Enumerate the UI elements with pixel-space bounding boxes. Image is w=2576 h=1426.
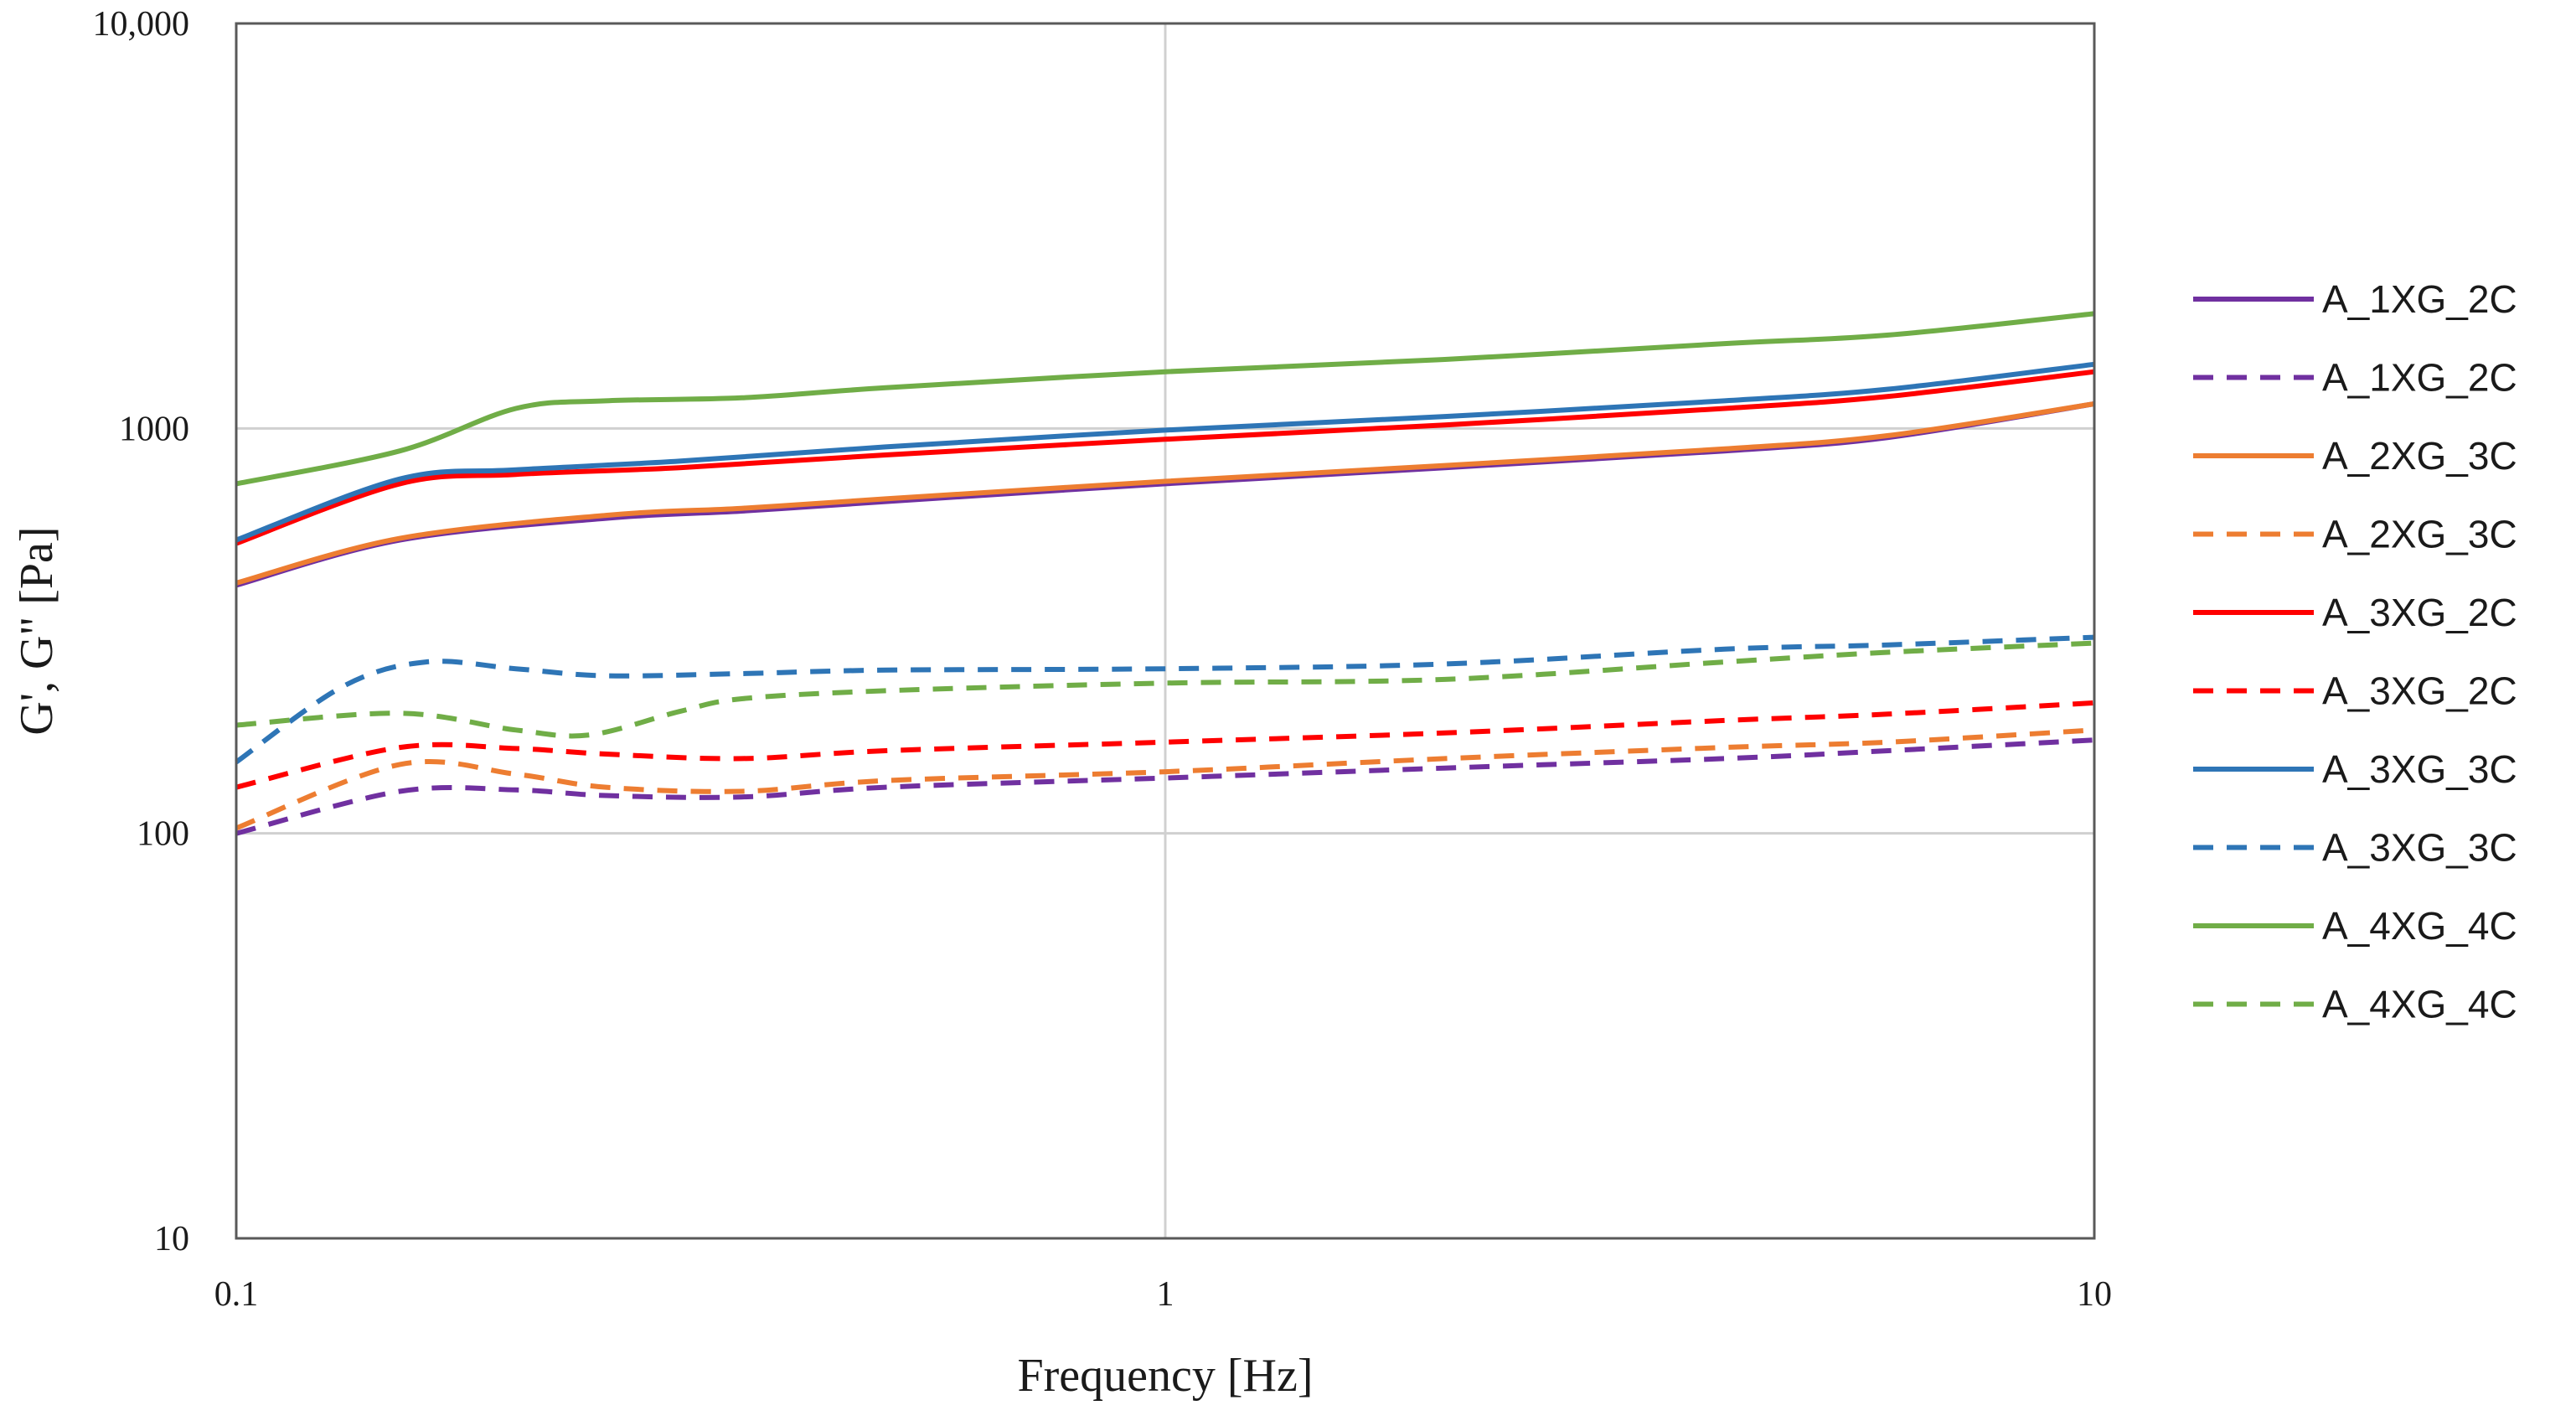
x-tick-label: 0.1 [214, 1275, 259, 1314]
y-tick-label: 10,000 [93, 5, 190, 44]
x-tick-label: 10 [2077, 1275, 2112, 1314]
legend-label: A_3XG_3C [2322, 747, 2517, 791]
legend-label: A_2XG_3C [2322, 434, 2517, 478]
legend: A_1XG_2C A_1XG_2C A_2XG_3C A_2XG_3C A_3XG_2C… [2193, 277, 2517, 1026]
legend-label: A_2XG_3C [2322, 513, 2517, 556]
y-tick-label: 100 [137, 815, 189, 854]
series-line-a-1xg-2c-dashed [235, 737, 2095, 836]
legend-label: A_1XG_2C [2322, 277, 2517, 321]
x-axis-title: Frequency [Hz] [1018, 1350, 1314, 1402]
legend-label: A_3XG_2C [2322, 591, 2517, 634]
plot-area-border [235, 22, 2096, 1240]
series-line-a-4xg-4c-dashed [235, 640, 2095, 739]
legend-label: A_3XG_2C [2322, 669, 2517, 713]
series-line-a-2xg-3c-dashed [235, 727, 2095, 831]
legend-label: A_4XG_4C [2322, 904, 2517, 948]
series-lines [235, 311, 2095, 836]
legend-label: A_3XG_3C [2322, 826, 2517, 870]
series-line-a-3xg-3c-dashed [235, 634, 2095, 765]
y-axis-title: G', G" [Pa] [11, 526, 63, 735]
y-tick-label: 10 [154, 1220, 189, 1258]
x-tick-label: 1 [1157, 1275, 1174, 1314]
legend-label: A_4XG_4C [2322, 983, 2517, 1026]
tick-labels: 0.1 1 10 10 100 1000 10,000 [93, 5, 2113, 1314]
series-line-a-3xg-2c-dashed [235, 700, 2095, 790]
series-line-a-3xg-2c-solid [235, 369, 2095, 546]
series-line-a-4xg-4c-solid [235, 311, 2095, 487]
y-tick-label: 1000 [119, 410, 189, 448]
legend-label: A_1XG_2C [2322, 356, 2517, 400]
series-line-a-2xg-3c-solid [235, 401, 2095, 586]
series-line-a-3xg-3c-solid [235, 361, 2095, 543]
